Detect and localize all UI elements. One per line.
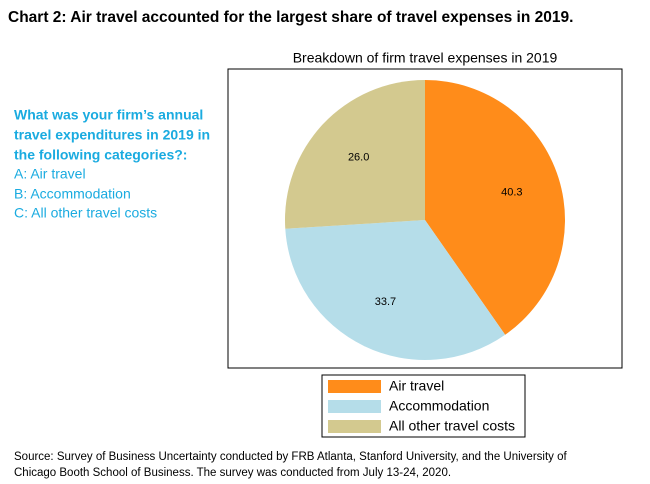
data-label: 26.0 xyxy=(348,152,369,164)
legend-label: Air travel xyxy=(389,378,444,394)
source-line: Chicago Booth School of Business. The su… xyxy=(14,467,451,479)
legend-label: Accommodation xyxy=(389,398,489,414)
question-option: C: All other travel costs xyxy=(14,205,157,221)
page-title: Chart 2: Air travel accounted for the la… xyxy=(8,9,573,26)
legend-swatch xyxy=(328,400,381,413)
question-line: the following categories?: xyxy=(14,147,187,163)
question-line: What was your firm’s annual xyxy=(14,107,203,123)
legend-label: All other travel costs xyxy=(389,418,515,434)
plot-frame xyxy=(227,68,623,369)
data-label: 33.7 xyxy=(375,296,396,308)
pie-slice xyxy=(425,80,565,335)
question-option: A: Air travel xyxy=(14,166,86,182)
data-label: 40.3 xyxy=(501,187,522,199)
legend-swatch xyxy=(328,420,381,433)
pie-slice xyxy=(285,220,506,361)
question-line: travel expenditures in 2019 in xyxy=(14,127,210,143)
pie-slice xyxy=(284,80,425,229)
source-line: Source: Survey of Business Uncertainty c… xyxy=(14,451,567,463)
legend-swatch xyxy=(328,380,381,393)
question-option: B: Accommodation xyxy=(14,186,131,202)
chart-title: Breakdown of firm travel expenses in 201… xyxy=(293,50,558,66)
